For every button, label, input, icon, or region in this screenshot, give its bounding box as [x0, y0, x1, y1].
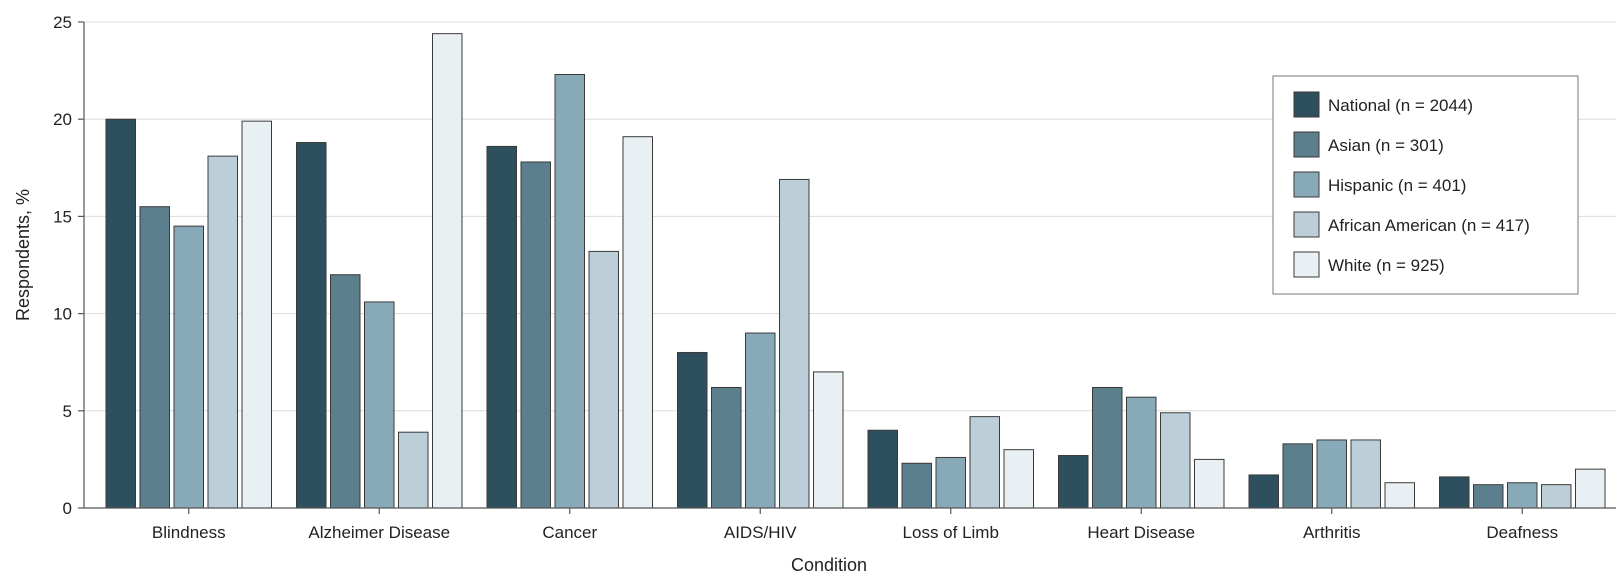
bar [1473, 484, 1504, 509]
bar [1092, 386, 1123, 509]
bar [1058, 455, 1089, 509]
y-tick-label: 10 [53, 305, 72, 324]
bar [1126, 396, 1157, 509]
bar [241, 120, 272, 509]
legend-swatch [1293, 251, 1320, 278]
bar [1194, 458, 1225, 509]
y-axis-title: Respondents, % [13, 189, 33, 321]
bar [330, 274, 361, 509]
y-tick-label: 25 [53, 13, 72, 32]
bar [1160, 412, 1191, 509]
bar [105, 118, 136, 509]
bar [520, 161, 551, 509]
bar [813, 371, 844, 509]
legend-swatch [1293, 211, 1320, 238]
bar [173, 225, 204, 509]
bar [745, 332, 776, 509]
bar [1350, 439, 1381, 509]
bar [1575, 468, 1606, 509]
bar [779, 178, 810, 509]
legend-box [1272, 75, 1579, 295]
bar [207, 155, 238, 509]
x-tick-label: Arthritis [1303, 523, 1361, 542]
x-tick-label: Blindness [152, 523, 226, 542]
bar [1248, 474, 1279, 509]
legend-swatch [1293, 171, 1320, 198]
bar [364, 301, 395, 509]
bar [296, 142, 327, 509]
legend-label: Asian (n = 301) [1328, 136, 1444, 155]
x-tick-label: Alzheimer Disease [308, 523, 450, 542]
legend: National (n = 2044) Asian (n = 301) Hispan… [1272, 75, 1579, 295]
x-axis-title: Condition [791, 555, 867, 575]
legend-label: African American (n = 417) [1328, 216, 1530, 235]
y-tick-labels: 0 5 10 15 20 25 [53, 13, 84, 518]
bar [969, 416, 1000, 509]
x-tick-label: Deafness [1486, 523, 1558, 542]
bar [554, 73, 585, 509]
bar [901, 462, 932, 509]
legend-swatch [1293, 131, 1320, 158]
legend-swatch [1293, 91, 1320, 118]
x-tick-label: Loss of Limb [903, 523, 999, 542]
bar [139, 206, 170, 509]
axes [83, 22, 1616, 509]
legend-items: National (n = 2044) Asian (n = 301) Hispan… [1293, 91, 1530, 278]
bar [432, 33, 463, 509]
y-tick-label: 5 [63, 402, 72, 421]
bar [1316, 439, 1347, 509]
y-tick-label: 0 [63, 499, 72, 518]
bar [1003, 449, 1034, 509]
bar [677, 351, 708, 509]
x-tick-label: Cancer [542, 523, 597, 542]
bar [867, 429, 898, 509]
bar [935, 456, 966, 509]
bar [1384, 482, 1415, 509]
x-tick-label: Heart Disease [1087, 523, 1195, 542]
bar [1439, 476, 1470, 509]
y-tick-label: 20 [53, 110, 72, 129]
legend-label: National (n = 2044) [1328, 96, 1473, 115]
bar [1282, 443, 1313, 509]
bar [588, 250, 619, 509]
legend-label: White (n = 925) [1328, 256, 1445, 275]
x-tick-label: AIDS/HIV [724, 523, 797, 542]
bar [1507, 482, 1538, 509]
bar [486, 145, 517, 509]
y-tick-label: 15 [53, 207, 72, 226]
x-tick-labels: Blindness Alzheimer Disease Cancer AIDS/HIV… [152, 508, 1558, 542]
bar [398, 431, 429, 509]
bars [105, 33, 1606, 509]
bar [622, 136, 653, 509]
bar [711, 386, 742, 509]
bar [1541, 484, 1572, 509]
legend-label: Hispanic (n = 401) [1328, 176, 1466, 195]
